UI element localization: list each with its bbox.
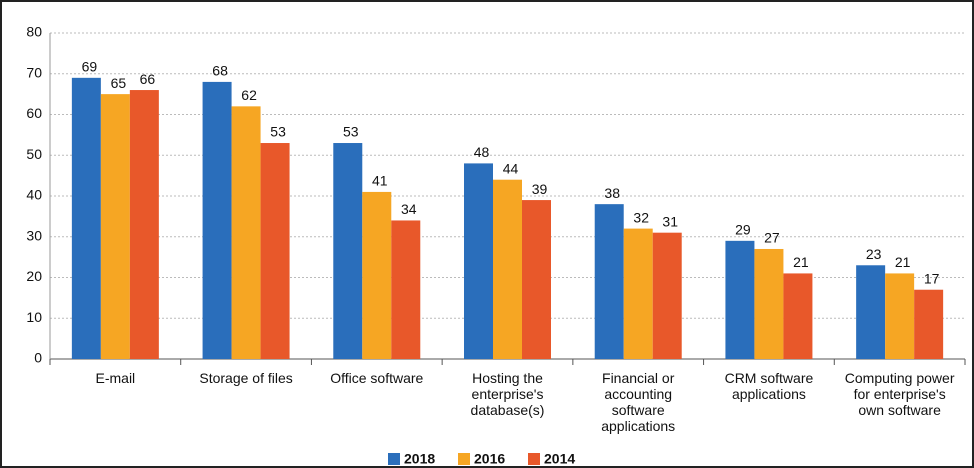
y-tick-label: 30 — [26, 227, 42, 243]
y-tick-label: 40 — [26, 187, 42, 203]
data-label: 31 — [662, 213, 678, 229]
data-label: 48 — [474, 144, 490, 160]
data-label: 21 — [895, 254, 911, 270]
legend-label: 2016 — [474, 451, 505, 467]
bar — [914, 289, 944, 359]
bar — [231, 106, 261, 359]
data-label: 32 — [633, 209, 649, 225]
bar — [391, 220, 421, 359]
data-label: 27 — [764, 230, 780, 246]
data-label: 34 — [401, 201, 417, 217]
y-tick-label: 20 — [26, 268, 42, 284]
x-tick-label: Office software — [330, 370, 424, 386]
data-label: 53 — [270, 124, 286, 140]
data-label: 69 — [82, 59, 98, 75]
legend-swatch — [528, 453, 540, 465]
bar — [333, 143, 363, 359]
bar — [885, 273, 915, 359]
bar — [522, 200, 551, 359]
y-tick-label: 70 — [26, 64, 42, 80]
data-label: 21 — [793, 254, 809, 270]
bar — [623, 228, 653, 359]
data-label: 53 — [343, 124, 359, 140]
bar — [129, 90, 159, 360]
bar — [100, 94, 130, 359]
bar — [725, 240, 755, 359]
y-tick-label: 60 — [26, 105, 42, 121]
bar — [493, 179, 522, 359]
bar — [594, 204, 624, 359]
bar — [464, 163, 493, 359]
bar — [202, 81, 232, 360]
bar — [260, 143, 290, 359]
data-label: 23 — [866, 246, 882, 262]
data-label: 66 — [140, 71, 156, 87]
legend-label: 2018 — [404, 451, 435, 467]
y-tick-label: 50 — [26, 146, 42, 162]
x-tick-label: CRM software applications — [724, 370, 814, 402]
legend-label: 2014 — [544, 451, 575, 467]
data-label: 65 — [111, 75, 127, 91]
legend-swatch — [458, 453, 470, 465]
data-label: 29 — [735, 222, 751, 238]
data-label: 68 — [212, 63, 228, 79]
data-label: 17 — [924, 270, 940, 286]
bar — [71, 77, 101, 359]
data-label: 41 — [372, 173, 388, 189]
bar — [362, 191, 392, 359]
y-tick-label: 10 — [26, 309, 42, 325]
data-label: 44 — [503, 160, 519, 176]
bar — [754, 248, 784, 359]
bar — [652, 232, 682, 359]
x-tick-label: Computing power for enterprise's own sof… — [844, 370, 955, 418]
data-label: 38 — [604, 185, 620, 201]
data-label: 62 — [241, 87, 257, 103]
x-tick-label: Storage of files — [199, 370, 293, 386]
y-tick-label: 0 — [34, 350, 42, 366]
legend-swatch — [388, 453, 400, 465]
bar — [783, 273, 813, 359]
y-tick-label: 80 — [26, 24, 42, 40]
x-tick-label: Hosting the enterprise's database(s) — [470, 370, 545, 418]
data-label: 39 — [532, 181, 548, 197]
x-tick-label: Financial or accounting software applica… — [601, 370, 676, 434]
bar — [856, 265, 886, 359]
x-tick-label: E-mail — [95, 370, 136, 386]
